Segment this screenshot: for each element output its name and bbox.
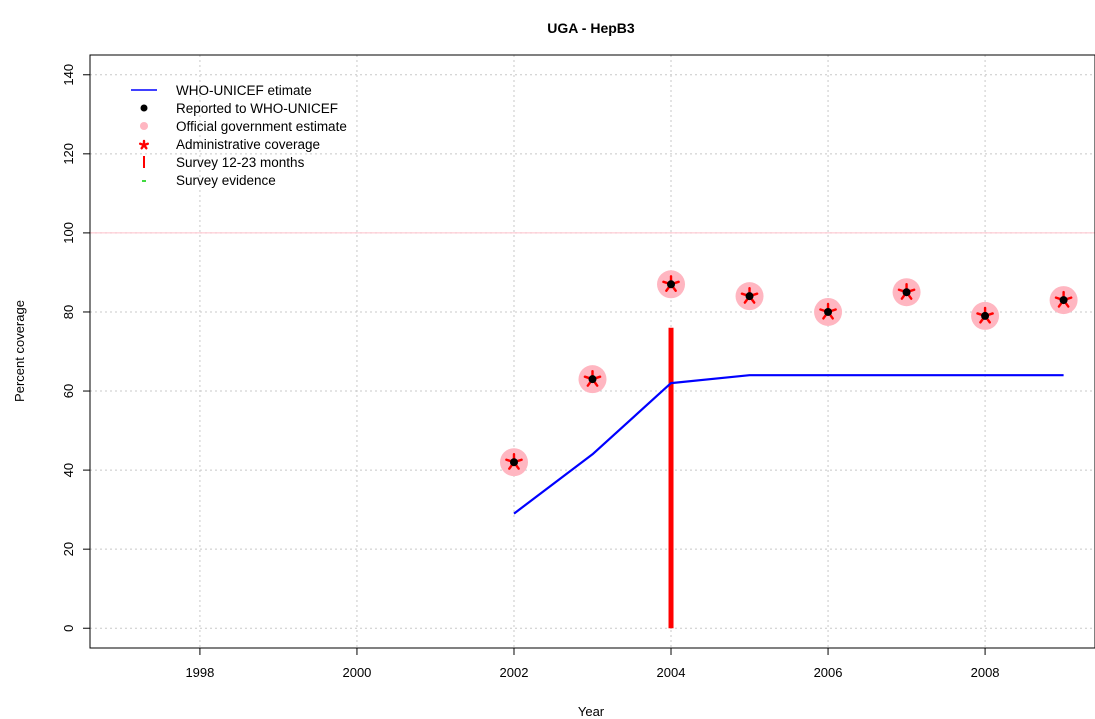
x-tick-label: 2008 — [971, 665, 1000, 680]
y-tick-label: 100 — [61, 222, 76, 244]
x-axis: 1998 2000 2002 2004 2006 2008 — [185, 648, 1000, 680]
y-tick-label: 60 — [61, 384, 76, 398]
y-tick-label: 0 — [61, 625, 76, 632]
reported-point — [509, 458, 518, 467]
x-tick-label: 2006 — [814, 665, 843, 680]
legend-label: Survey evidence — [176, 173, 276, 188]
y-tick-label: 120 — [61, 143, 76, 165]
reported-point — [588, 375, 597, 384]
x-tick-label: 1998 — [185, 665, 214, 680]
legend-dot-swatch — [140, 104, 148, 112]
x-tick-label: 2000 — [342, 665, 371, 680]
reported-point — [981, 311, 990, 320]
legend-asterisk-swatch — [138, 139, 150, 150]
who-unicef-estimate-line — [513, 374, 1064, 515]
x-tick-label: 2002 — [500, 665, 529, 680]
reported-point — [1059, 296, 1068, 305]
y-tick-label: 40 — [61, 463, 76, 477]
legend-label: Survey 12-23 months — [176, 155, 305, 170]
legend-label: Official government estimate — [176, 119, 347, 134]
reported-point — [902, 288, 911, 297]
legend-label: WHO-UNICEF etimate — [176, 83, 312, 98]
y-axis-label: Percent coverage — [12, 300, 27, 402]
legend-label: Reported to WHO-UNICEF — [176, 101, 338, 116]
plot-marks — [499, 270, 1078, 629]
legend-label: Administrative coverage — [176, 137, 320, 152]
y-tick-label: 80 — [61, 305, 76, 319]
chart-title: UGA - HepB3 — [547, 20, 635, 36]
legend: WHO-UNICEF etimate Reported to WHO-UNICEF… — [131, 83, 347, 188]
x-tick-label: 2004 — [657, 665, 686, 680]
y-tick-label: 20 — [61, 542, 76, 556]
reported-point — [745, 292, 754, 301]
reported-point — [667, 280, 676, 289]
plot-frame — [89, 54, 1095, 649]
legend-pink-swatch — [140, 122, 148, 130]
x-axis-label: Year — [578, 704, 605, 719]
y-axis: 0 20 40 60 80 100 120 140 — [61, 64, 90, 632]
y-tick-label: 140 — [61, 64, 76, 86]
reported-point — [824, 307, 833, 316]
